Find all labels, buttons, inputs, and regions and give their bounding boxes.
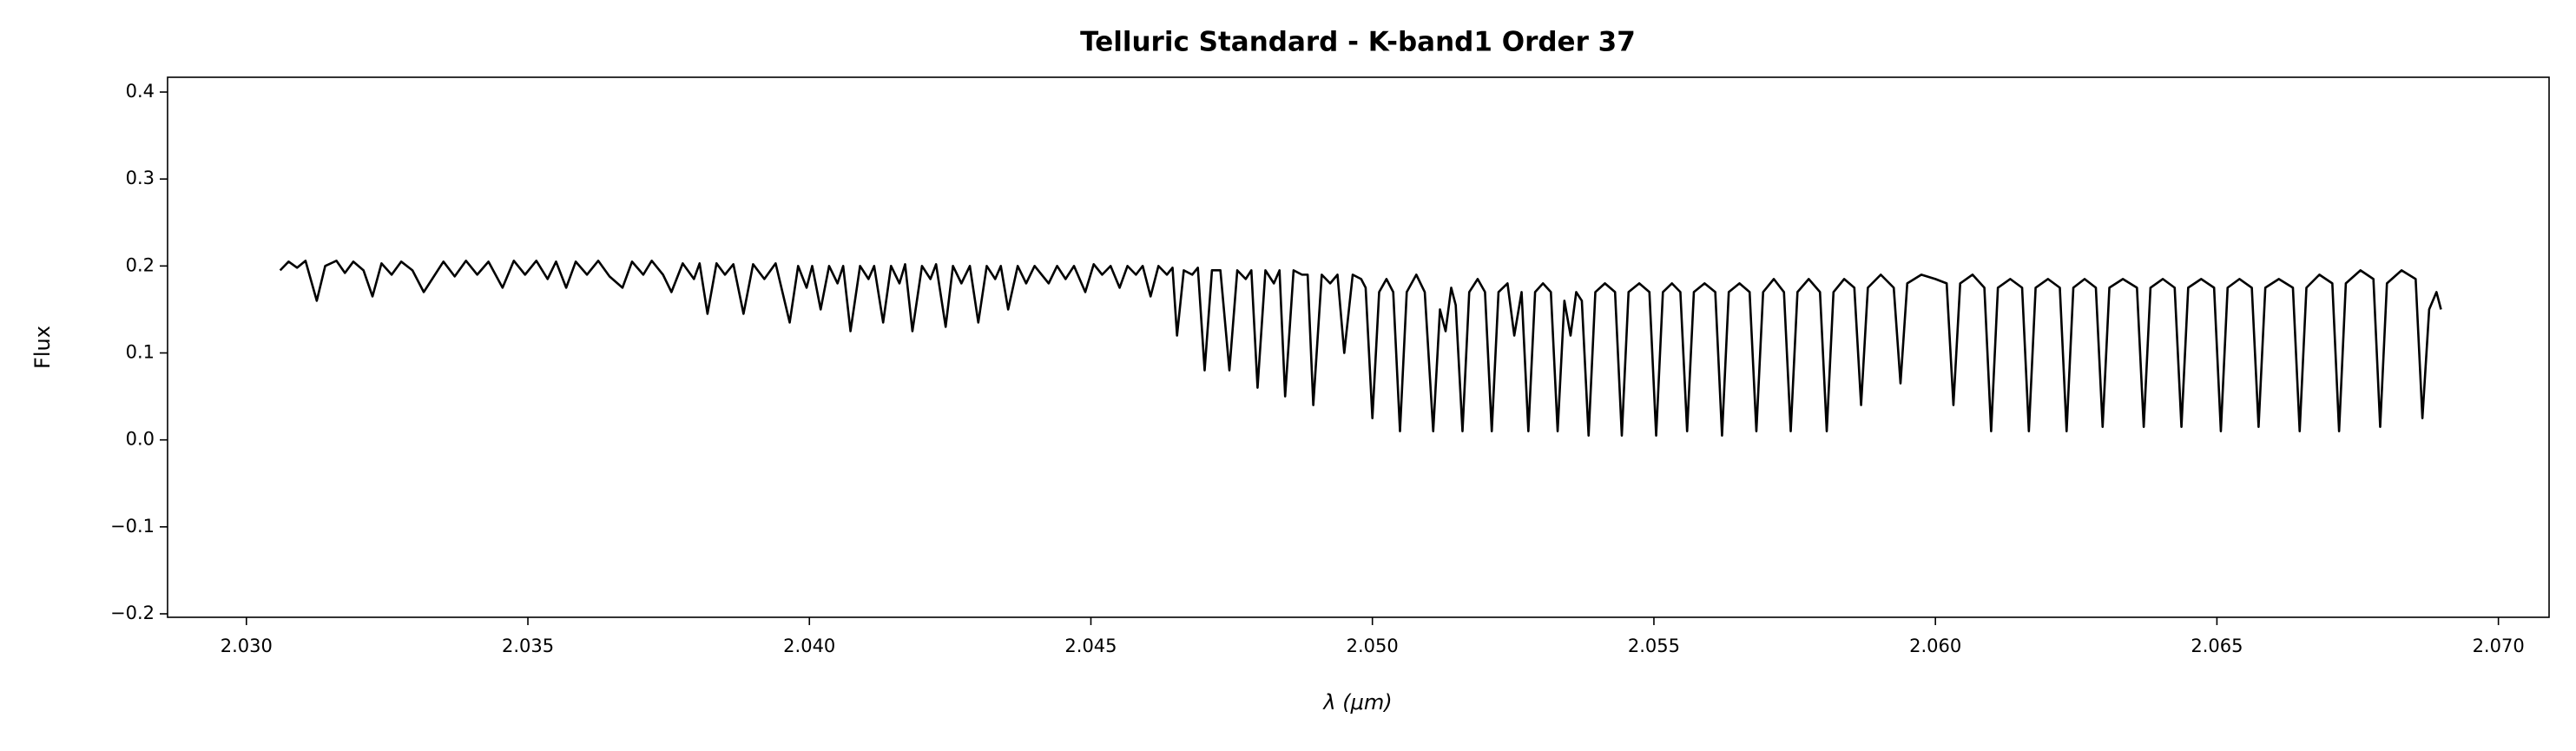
y-tick-label: 0.2 [126,254,155,275]
x-tick-label: 2.065 [2191,636,2243,656]
x-tick-label: 2.050 [1347,636,1399,656]
y-tick-label: 0.3 [126,168,155,188]
x-tick-label: 2.055 [1628,636,1680,656]
x-tick-label: 2.070 [2473,636,2525,656]
x-tick-label: 2.045 [1064,636,1117,656]
plot-frame [167,76,2550,618]
y-tick-label: 0.4 [126,81,155,102]
y-tick-label: 0.0 [126,429,155,450]
x-axis-label: λ (μm) [1321,690,1392,715]
y-axis-label: Flux [30,326,55,369]
y-tick-label: 0.1 [126,342,155,363]
spectrum-line [279,260,2442,437]
y-tick-label: −0.2 [110,603,155,623]
chart-title: Telluric Standard - K-band1 Order 37 [1080,27,1636,58]
y-tick-label: −0.1 [110,516,155,537]
x-tick-label: 2.060 [1909,636,1961,656]
x-tick-label: 2.040 [783,636,835,656]
x-tick-label: 2.030 [221,636,273,656]
x-tick-label: 2.035 [502,636,554,656]
